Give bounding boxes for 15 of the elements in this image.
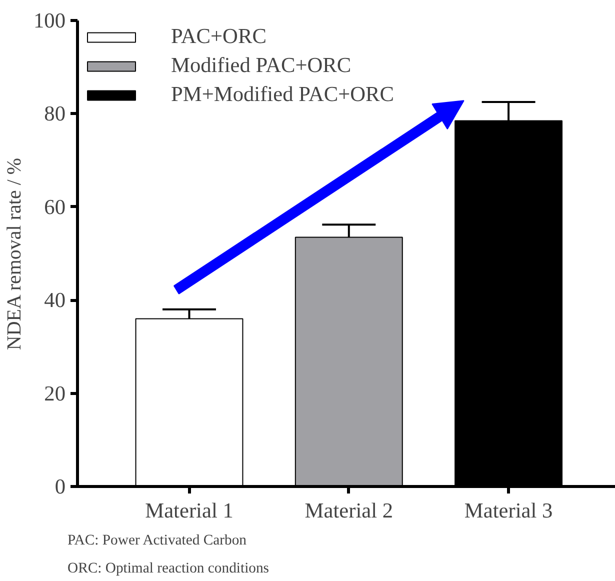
x-tick-label: Material 3 bbox=[464, 498, 553, 522]
legend-label: PM+Modified PAC+ORC bbox=[171, 82, 394, 107]
y-tick-label: 0 bbox=[54, 474, 66, 498]
y-tick-label: 60 bbox=[44, 194, 66, 219]
legend-label: PAC+ORC bbox=[171, 24, 266, 49]
y-tick-label: 100 bbox=[34, 8, 66, 32]
x-tick-label: Material 2 bbox=[304, 498, 394, 522]
text: ORC: Optimal reaction conditions bbox=[68, 560, 270, 576]
y-tick-label: 80 bbox=[44, 102, 66, 126]
y-tick-label: 20 bbox=[44, 381, 66, 406]
x-tick-label: Material 1 bbox=[145, 498, 234, 522]
text: PAC: Power Activated Carbon bbox=[68, 532, 248, 548]
y-tick-label: 40 bbox=[44, 288, 66, 312]
y-axis-title: NDEA removal rate / % bbox=[4, 158, 26, 350]
legend-label: Modified PAC+ORC bbox=[171, 53, 352, 78]
